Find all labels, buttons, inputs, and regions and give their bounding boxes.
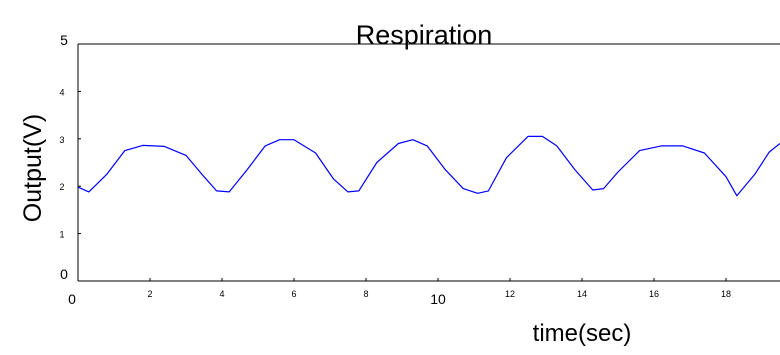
y-axis-label: Output(V): [19, 114, 47, 222]
x-tick-label: 4: [219, 289, 224, 299]
x-tick-label: 14: [577, 289, 587, 299]
x-tick-label: 16: [649, 289, 659, 299]
x-tick-label: 10: [430, 291, 446, 307]
chart-title: Respiration: [356, 20, 493, 50]
x-axis-label: time(sec): [533, 320, 632, 347]
x-tick-group: 0 2 4 6 8 10 12 14 16 18: [68, 278, 731, 307]
y-tick-label: 0: [60, 266, 68, 282]
x-tick-label: 2: [147, 289, 152, 299]
series-line: [77, 135, 780, 197]
x-tick-label: 0: [68, 291, 76, 307]
plot-area: [77, 135, 780, 197]
x-tick-label: 18: [721, 289, 731, 299]
y-tick-group: 0 1 2 3 4 5: [59, 32, 81, 282]
y-tick-label: 3: [59, 135, 64, 145]
x-tick-label: 6: [291, 289, 296, 299]
x-tick-label: 8: [363, 289, 368, 299]
y-tick-label: 4: [59, 87, 64, 97]
y-tick-label: 2: [59, 182, 64, 192]
x-tick-label: 12: [505, 289, 515, 299]
y-tick-label: 1: [59, 230, 64, 240]
y-tick-label: 5: [60, 32, 68, 48]
